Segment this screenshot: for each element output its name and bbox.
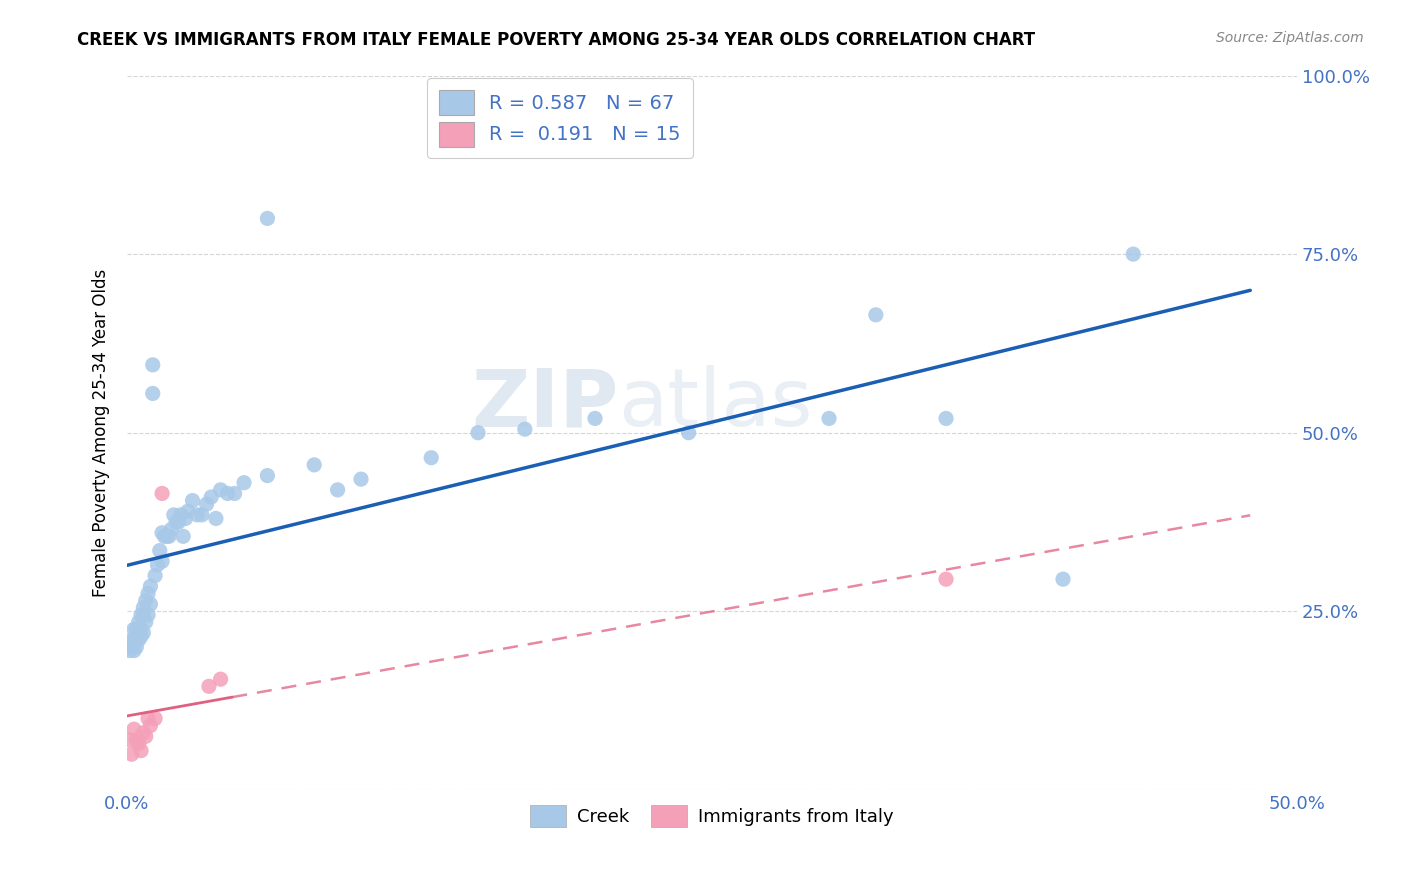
Point (174, 511, 197, 525)
Point (209, 672, 232, 686)
Point (135, 593, 157, 607)
Point (256, 468, 278, 483)
Point (118, 643, 141, 657)
Point (256, 211, 278, 226)
Point (121, 747, 143, 762)
Point (128, 625, 150, 640)
Point (170, 508, 193, 522)
Point (128, 632, 150, 647)
Point (122, 632, 145, 647)
Point (135, 615, 157, 629)
Point (217, 486, 239, 500)
Point (1052, 572, 1074, 586)
Y-axis label: Female Poverty Among 25-34 Year Olds: Female Poverty Among 25-34 Year Olds (93, 268, 110, 597)
Point (143, 711, 166, 725)
Point (132, 725, 155, 739)
Point (139, 597, 162, 611)
Point (136, 586, 159, 600)
Point (200, 490, 222, 504)
Point (139, 579, 162, 593)
Point (420, 450, 443, 465)
Point (165, 515, 187, 529)
Point (153, 529, 176, 543)
Point (233, 475, 256, 490)
Point (513, 422, 536, 436)
Point (160, 522, 183, 536)
Point (132, 625, 155, 640)
Text: ZIP: ZIP (471, 365, 619, 443)
Point (136, 711, 159, 725)
Point (209, 483, 232, 497)
Point (135, 729, 157, 743)
Point (143, 568, 166, 582)
Point (935, 411, 957, 425)
Point (467, 425, 489, 440)
Text: atlas: atlas (619, 365, 813, 443)
Point (122, 722, 145, 736)
Point (142, 386, 165, 401)
Point (146, 558, 169, 572)
Point (583, 411, 606, 425)
Point (198, 679, 221, 693)
Point (128, 736, 150, 750)
Point (177, 504, 200, 518)
Point (205, 511, 228, 525)
Point (167, 515, 190, 529)
Point (142, 358, 165, 372)
Point (149, 543, 172, 558)
Text: CREEK VS IMMIGRANTS FROM ITALY FEMALE POVERTY AMONG 25-34 YEAR OLDS CORRELATION : CREEK VS IMMIGRANTS FROM ITALY FEMALE PO… (77, 31, 1035, 49)
Point (122, 622, 145, 636)
Point (818, 411, 841, 425)
Point (186, 508, 208, 522)
Point (224, 486, 246, 500)
Point (125, 622, 148, 636)
Point (1122, 247, 1144, 261)
Point (157, 529, 180, 543)
Point (132, 600, 155, 615)
Point (191, 508, 214, 522)
Point (128, 615, 150, 629)
Point (129, 622, 152, 636)
Point (865, 308, 887, 322)
Point (125, 640, 148, 654)
Point (172, 529, 194, 543)
Point (935, 572, 957, 586)
Point (122, 643, 145, 657)
Point (129, 607, 152, 622)
Point (129, 744, 152, 758)
Legend: Creek, Immigrants from Italy: Creek, Immigrants from Italy (523, 798, 901, 835)
Point (678, 425, 700, 440)
Point (350, 472, 373, 486)
Point (125, 629, 148, 643)
Point (163, 508, 186, 522)
Point (150, 486, 173, 500)
Point (121, 632, 143, 647)
Point (132, 607, 155, 622)
Point (150, 554, 173, 568)
Point (156, 529, 179, 543)
Point (326, 483, 349, 497)
Point (125, 732, 148, 747)
Point (129, 629, 152, 643)
Point (136, 607, 159, 622)
Point (195, 497, 218, 511)
Point (139, 718, 162, 732)
Point (121, 640, 143, 654)
Text: Source: ZipAtlas.com: Source: ZipAtlas.com (1216, 31, 1364, 45)
Point (181, 493, 204, 508)
Point (302, 458, 325, 472)
Point (150, 525, 173, 540)
Point (118, 732, 141, 747)
